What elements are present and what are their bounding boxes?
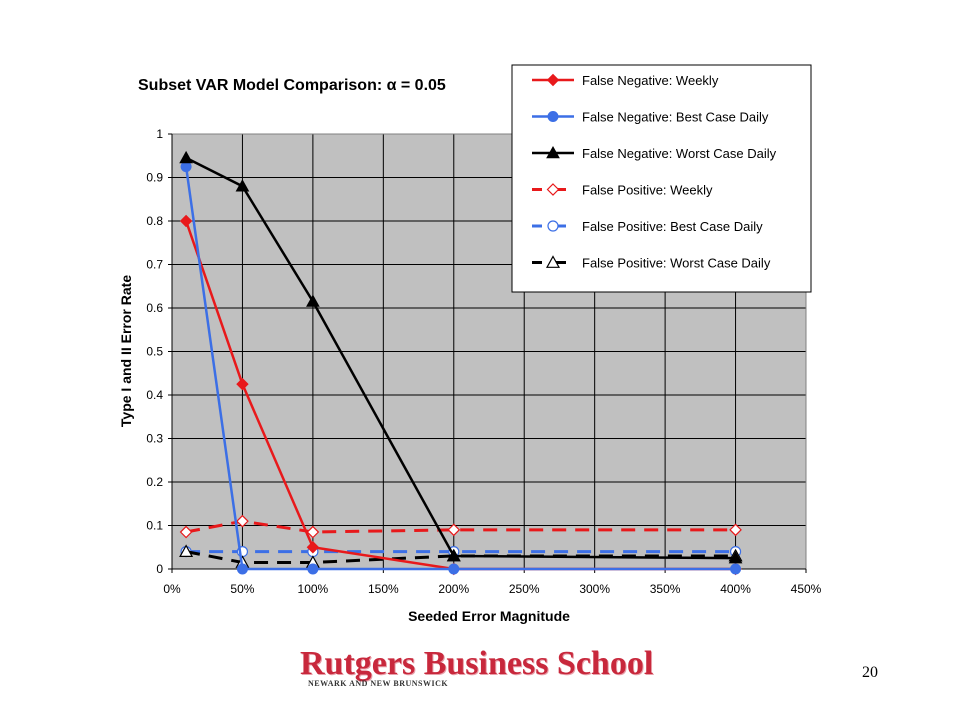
data-point <box>728 551 743 564</box>
data-point <box>447 523 461 537</box>
data-point <box>306 541 320 554</box>
legend-label: False Negative: Weekly <box>582 73 719 88</box>
data-point <box>448 563 460 575</box>
legend-label: False Negative: Best Case Daily <box>582 110 769 125</box>
data-point <box>235 179 250 192</box>
x-tick-label: 150% <box>368 582 399 596</box>
data-point <box>307 563 319 575</box>
y-tick-label: 0 <box>156 562 163 576</box>
x-tick-label: 50% <box>230 582 254 596</box>
legend-marker <box>547 111 559 122</box>
y-tick-label: 0.4 <box>146 388 163 402</box>
data-point <box>179 544 194 558</box>
series-2 <box>179 150 743 564</box>
legend-item: False Negative: Worst Case Daily <box>532 145 777 161</box>
data-point <box>236 377 249 391</box>
y-tick-label: 0.7 <box>146 258 163 272</box>
series-layer <box>179 150 743 576</box>
y-tick-label: 0.9 <box>146 171 163 185</box>
legend-marker <box>546 73 560 87</box>
y-tick-label: 1 <box>156 127 163 141</box>
legend-item: False Negative: Best Case Daily <box>532 110 769 125</box>
data-point <box>306 525 320 539</box>
series-1 <box>180 161 742 575</box>
legend-item: False Positive: Worst Case Daily <box>532 255 771 271</box>
data-point <box>236 563 248 575</box>
legend-box <box>511 64 812 293</box>
data-point <box>446 548 461 562</box>
legend-label: False Positive: Worst Case Daily <box>582 256 771 271</box>
legend-item: False Negative: Weekly <box>532 73 719 88</box>
x-tick-label: 250% <box>509 582 540 596</box>
tick-labels: 0 0.1 0.2 0.3 0.4 0.5 0.6 0.7 0.8 0.9 1 0% 50% 100% 15… <box>146 127 821 596</box>
rutgers-logo: Rutgers Business School NEWARK AND NEW B… <box>300 645 680 695</box>
logo-subtitle: NEWARK AND NEW BRUNSWICK <box>308 679 449 688</box>
y-axis-label: Type I and II Error Rate <box>118 275 134 427</box>
series-3 <box>179 514 742 539</box>
legend-label: False Positive: Best Case Daily <box>582 219 763 234</box>
y-tick-label: 0.5 <box>146 345 163 359</box>
x-tick-label: 300% <box>579 582 610 596</box>
logo-wordmark: Rutgers Business School <box>300 645 654 682</box>
legend-marker <box>546 183 560 196</box>
legend-label: False Negative: Worst Case Daily <box>582 146 777 161</box>
legend-item: False Positive: Weekly <box>532 183 713 198</box>
y-tick-label: 0.3 <box>146 432 163 446</box>
legend-marker <box>547 220 559 232</box>
x-tick-label: 100% <box>298 582 329 596</box>
y-tick-label: 0.2 <box>146 475 163 489</box>
data-point <box>730 563 742 575</box>
chart-title: Subset VAR Model Comparison: α = 0.05 <box>138 77 446 94</box>
x-tick-label: 450% <box>791 582 822 596</box>
data-point <box>236 514 249 528</box>
legend-item: False Positive: Best Case Daily <box>532 219 763 234</box>
data-point <box>306 294 320 307</box>
legend-marker <box>546 145 560 159</box>
data-point <box>729 523 742 537</box>
legend-label: False Positive: Weekly <box>582 183 713 198</box>
x-tick-label: 350% <box>650 582 681 596</box>
data-point <box>179 525 193 539</box>
legend-marker <box>545 255 561 268</box>
y-tick-label: 0.6 <box>146 301 163 315</box>
x-axis-label: Seeded Error Magnitude <box>408 608 570 624</box>
y-tick-label: 0.8 <box>146 214 163 228</box>
page-number: 20 <box>862 664 878 681</box>
legend: False Negative: Weekly False Negative: Be… <box>511 64 812 293</box>
x-tick-label: 400% <box>720 582 751 596</box>
x-tick-label: 200% <box>438 582 469 596</box>
data-point <box>179 214 193 228</box>
y-tick-label: 0.1 <box>146 519 163 533</box>
data-point <box>179 150 193 164</box>
x-tick-label: 0% <box>163 582 181 596</box>
